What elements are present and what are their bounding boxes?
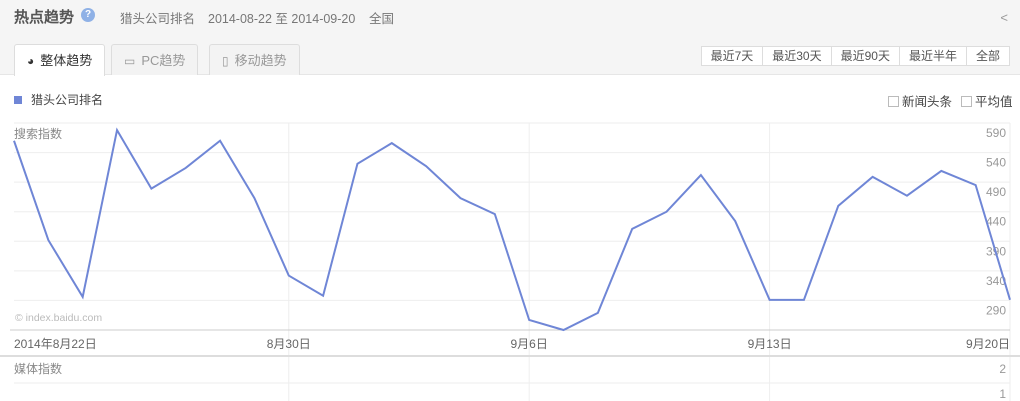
- page-title: 热点趋势: [14, 9, 75, 26]
- range-30d[interactable]: 最近30天: [762, 47, 830, 65]
- x-tick-label: 9月20日: [966, 337, 1010, 351]
- checkbox-label: 平均值: [975, 95, 1013, 109]
- y-tick-label: 590: [986, 126, 1006, 140]
- range-half-year[interactable]: 最近半年: [898, 47, 966, 65]
- legend-label: 猎头公司排名: [31, 93, 104, 107]
- range-selector: 最近7天 最近30天 最近90天 最近半年 全部: [700, 46, 1010, 66]
- tab-label: 整体趋势: [40, 53, 93, 68]
- y-tick-label: 540: [986, 156, 1006, 170]
- x-tick-label: 9月6日: [510, 337, 547, 351]
- news-checkbox[interactable]: 新闻头条: [888, 91, 952, 110]
- region: 全国: [369, 12, 395, 26]
- average-checkbox[interactable]: 平均值: [961, 91, 1013, 110]
- watermark: © index.baidu.com: [15, 312, 102, 324]
- question-circle-icon[interactable]: ?: [81, 8, 95, 22]
- y-axis-label: 搜索指数: [14, 126, 62, 141]
- y-tick-label: 340: [986, 274, 1006, 288]
- pie-chart-icon: ◕: [27, 54, 35, 68]
- legend-swatch: [14, 96, 22, 104]
- monitor-icon: ▭: [124, 54, 136, 68]
- media-y-axis-label: 媒体指数: [14, 361, 62, 376]
- checkbox-label: 新闻头条: [902, 95, 953, 109]
- media-y-tick-label: 2: [999, 362, 1006, 376]
- y-tick-label: 490: [986, 185, 1006, 199]
- tab-pc[interactable]: ▭ PC趋势: [111, 44, 199, 75]
- x-tick-label: 2014年8月22日: [14, 337, 97, 351]
- tab-mobile[interactable]: ▯ 移动趋势: [209, 44, 300, 75]
- media-y-tick-label: 1: [999, 387, 1006, 401]
- date-range: 2014-08-22 至 2014-09-20: [208, 12, 356, 26]
- tab-label: 移动趋势: [234, 53, 287, 68]
- x-tick-label: 9月13日: [748, 337, 792, 351]
- tab-label: PC趋势: [141, 53, 186, 68]
- share-icon[interactable]: <: [1000, 10, 1008, 25]
- range-all[interactable]: 全部: [965, 47, 1009, 65]
- y-tick-label: 290: [986, 303, 1006, 317]
- series-line: [13, 127, 1011, 332]
- mobile-icon: ▯: [222, 54, 229, 68]
- checkbox-box: [888, 96, 899, 107]
- legend-item[interactable]: 猎头公司排名: [14, 91, 103, 108]
- checkbox-box: [961, 96, 972, 107]
- range-90d[interactable]: 最近90天: [830, 47, 899, 65]
- keyword: 猎头公司排名: [120, 12, 196, 26]
- header-bar: 热点趋势 ? 猎头公司排名 2014-08-22 至 2014-09-20 全国…: [0, 0, 1020, 76]
- range-7d[interactable]: 最近7天: [710, 49, 754, 63]
- x-tick-label: 8月30日: [267, 337, 311, 351]
- tab-overall[interactable]: ◕ 整体趋势: [14, 44, 106, 76]
- y-tick-label: 440: [986, 215, 1006, 229]
